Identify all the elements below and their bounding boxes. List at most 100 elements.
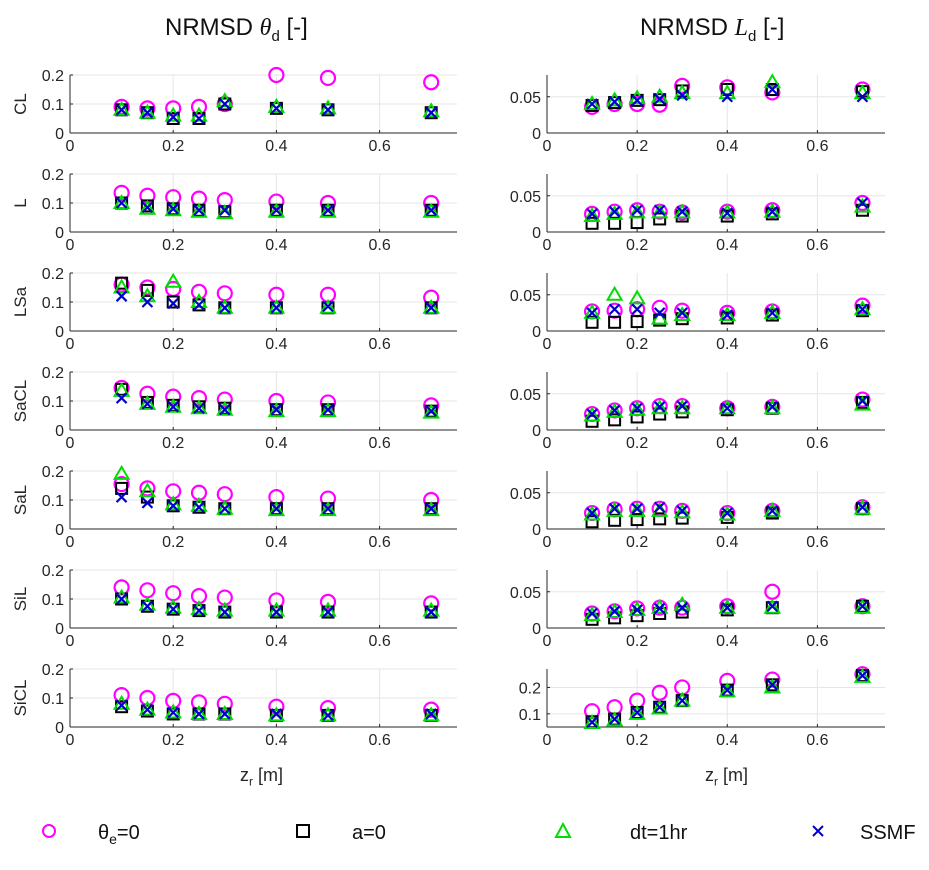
L-CL-xtick-label: 0 xyxy=(543,138,552,155)
L-CL-x-point xyxy=(766,83,779,96)
theta-CL-ytick-label: 0 xyxy=(55,126,64,143)
theta-SaL-x-point xyxy=(270,502,283,515)
L-SiCL-ytick-label: 0.2 xyxy=(519,680,541,697)
theta-SaL-square-point xyxy=(115,481,129,495)
L-SaCL-xtick-label: 0.2 xyxy=(626,435,648,452)
L-SiL-triangle-point xyxy=(763,598,782,614)
title-left-symbol: θ xyxy=(259,15,272,41)
theta-CL-x-point xyxy=(167,111,179,123)
theta-L-ytick-label: 0.1 xyxy=(42,196,64,213)
theta-SaCL-x-point xyxy=(167,401,179,413)
L-SaL-square-point xyxy=(630,513,644,527)
L-CL-square-point xyxy=(720,83,734,96)
theta-CL-circle-point xyxy=(268,66,285,84)
L-SiL-circle-point xyxy=(674,599,691,616)
L-SiCL-x-point xyxy=(586,716,598,729)
theta-LSa-ytick-label: 0.2 xyxy=(42,266,64,283)
theta-SiCL-triangle-point xyxy=(190,704,208,720)
theta-SiCL-triangle-point xyxy=(422,706,440,722)
theta-LSa-x-point xyxy=(115,290,128,302)
title-left: NRMSD θd [-] xyxy=(165,14,308,45)
L-SiL-x-point xyxy=(766,600,779,613)
theta-L-x-point xyxy=(219,204,231,217)
L-L-triangle-point xyxy=(605,204,624,220)
theta-CL-triangle-point xyxy=(112,100,131,116)
theta-LSa-x-point xyxy=(141,296,154,308)
L-LSa-square-point xyxy=(585,315,599,329)
L-LSa-x-point xyxy=(766,307,779,319)
theta-CL-xtick-label: 0 xyxy=(66,138,75,155)
L-L-ytick-label: 0.05 xyxy=(510,189,541,206)
theta-L-x-point xyxy=(193,204,205,217)
L-SiL-x-point xyxy=(721,601,734,614)
theta-LSa-triangle-point xyxy=(164,272,182,288)
L-SaCL-x-point xyxy=(676,400,688,412)
theta-SaL-triangle-point xyxy=(216,499,234,515)
L-CL-x-point xyxy=(608,96,621,108)
L-CL-square-point xyxy=(765,83,779,96)
L-SiCL-x-point xyxy=(608,713,621,725)
theta-L-ytick-label: 0 xyxy=(55,225,64,242)
L-SiCL-triangle-point xyxy=(650,699,669,715)
L-SaCL-x-point xyxy=(653,401,666,413)
L-SiCL-triangle-point xyxy=(853,667,872,683)
theta-LSa-ytick-label: 0.1 xyxy=(42,295,64,312)
theta-LSa-ytick-label: 0 xyxy=(55,324,64,341)
L-CL-xtick-label: 0.2 xyxy=(626,138,648,155)
L-CL-xtick-label: 0.6 xyxy=(806,138,828,155)
theta-SiL-x-point xyxy=(322,606,334,618)
xlabel-left-main: z xyxy=(240,765,249,785)
theta-CL-ytick-label: 0.2 xyxy=(42,68,64,85)
theta-LSa-xtick-label: 0.4 xyxy=(265,336,287,353)
theta-LSa-ylabel: LSa xyxy=(11,286,30,317)
theta-LSa-xtick-label: 0.2 xyxy=(162,336,184,353)
theta-L-x-point xyxy=(141,201,154,214)
theta-SaCL-x-point xyxy=(115,392,128,404)
L-L-plot-area xyxy=(547,174,885,232)
L-SaCL-triangle-point xyxy=(628,400,646,416)
theta-LSa-square-point xyxy=(140,283,154,297)
theta-SaL-triangle-point xyxy=(112,464,131,480)
L-CL-ytick-label: 0 xyxy=(532,126,541,143)
theta-L-triangle-point xyxy=(164,201,182,217)
legend-triangle-icon xyxy=(554,821,572,838)
legend-square-icon xyxy=(296,824,310,838)
title-left-sub: d xyxy=(271,27,280,45)
L-L-x-point xyxy=(608,205,621,218)
theta-L-xtick-label: 0.6 xyxy=(368,237,390,254)
theta-CL-x-point xyxy=(193,112,205,125)
L-SaL-ytick-label: 0.05 xyxy=(510,486,541,503)
L-LSa-triangle-point xyxy=(605,285,624,301)
theta-SaCL-circle-point xyxy=(165,388,182,405)
theta-L-triangle-point xyxy=(112,194,131,209)
theta-SaCL-x-point xyxy=(270,403,283,416)
L-L-ytick-label: 0 xyxy=(532,225,541,242)
L-LSa-circle-point xyxy=(674,302,691,319)
theta-SaL-triangle-point xyxy=(267,501,286,517)
theta-SaL-triangle-point xyxy=(422,501,440,517)
L-SaCL-circle-point xyxy=(854,391,871,408)
L-SiCL-ytick-label: 0.1 xyxy=(519,707,541,724)
legend-label-theta: θe=0 xyxy=(98,822,140,847)
theta-SiCL-ytick-label: 0 xyxy=(55,720,64,737)
L-LSa-xtick-label: 0.2 xyxy=(626,336,648,353)
theta-SiL-x-point xyxy=(141,600,154,613)
theta-SiL-circle-point xyxy=(423,595,440,612)
theta-LSa-xtick-label: 0 xyxy=(66,336,75,353)
L-SiCL-triangle-point xyxy=(763,678,782,694)
L-SiL-xtick-label: 0.6 xyxy=(806,633,828,650)
theta-SaCL-triangle-point xyxy=(138,394,157,410)
L-SaCL-square-point xyxy=(608,413,622,427)
theta-SaCL-circle-point xyxy=(139,385,156,402)
theta-SaCL-triangle-point xyxy=(112,381,131,397)
L-SaL-xtick-label: 0.6 xyxy=(806,534,828,551)
theta-LSa-circle-point xyxy=(139,279,156,296)
theta-SaL-circle-point xyxy=(423,491,440,509)
theta-L-triangle-point xyxy=(190,202,208,218)
theta-SaL-ytick-label: 0.1 xyxy=(42,493,64,510)
title-right-suffix: [-] xyxy=(756,14,785,41)
theta-CL-xtick-label: 0.4 xyxy=(265,138,287,155)
L-SaL-triangle-point xyxy=(718,505,737,521)
theta-L-ytick-label: 0.2 xyxy=(42,167,64,184)
